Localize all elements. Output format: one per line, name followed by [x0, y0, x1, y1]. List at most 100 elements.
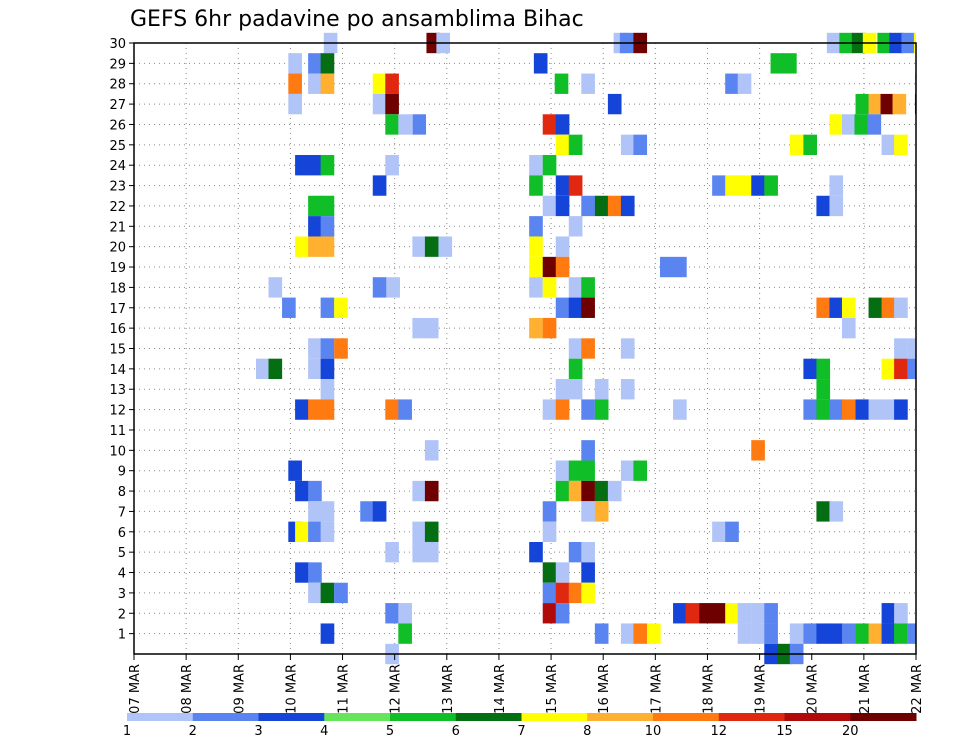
- heatmap-cell: [685, 603, 700, 624]
- heatmap-cell: [581, 562, 595, 583]
- heatmap-cell: [880, 93, 895, 115]
- heatmap-cell: [568, 297, 583, 318]
- heatmap-cell: [412, 114, 427, 135]
- y-tick-label: 24: [109, 159, 126, 174]
- colorbar: 1 2 3 4 5 6 7 8 10 12 15 20: [123, 713, 917, 739]
- heatmap-cell: [295, 521, 309, 542]
- heatmap-cell: [894, 297, 908, 318]
- heatmap-cell: [334, 297, 348, 318]
- heatmap-cell: [555, 399, 570, 420]
- heatmap-cell: [320, 399, 335, 420]
- heatmap-cell: [308, 155, 322, 176]
- heatmap-cell: [398, 399, 412, 420]
- heatmap-cell: [789, 623, 804, 644]
- heatmap-cell: [320, 73, 335, 94]
- heatmap-cell: [555, 297, 570, 318]
- heatmap-cell: [555, 460, 570, 481]
- heatmap-cell: [308, 195, 322, 217]
- heatmap-cell: [829, 114, 844, 135]
- heatmap-cell: [360, 501, 374, 522]
- heatmap-cell: [320, 358, 335, 380]
- heatmap-cell: [308, 236, 322, 257]
- x-tick-label: 19 MAR: [754, 664, 769, 714]
- heatmap-cell: [581, 582, 595, 604]
- heatmap-cell: [829, 195, 844, 217]
- heatmap-cell: [829, 399, 844, 420]
- x-tick-label: 10 MAR: [284, 664, 299, 714]
- heatmap-cell: [568, 541, 583, 563]
- heatmap-cell: [268, 277, 283, 298]
- heatmap-cell: [855, 399, 870, 420]
- heatmap-cell: [555, 114, 570, 135]
- heatmap-cell: [568, 134, 583, 156]
- heatmap-cell: [660, 256, 674, 278]
- heatmap-cell: [581, 501, 595, 522]
- heatmap-cell: [308, 216, 322, 237]
- heatmap-cell: [581, 73, 595, 94]
- heatmap-cell: [581, 541, 595, 563]
- heatmap-cell: [308, 53, 322, 74]
- heatmap-cell: [764, 603, 778, 624]
- heatmap-cell: [542, 603, 557, 624]
- y-tick-label: 25: [109, 139, 126, 154]
- heatmap-cell: [334, 338, 348, 359]
- x-tick-label: 13 MAR: [441, 664, 456, 714]
- heatmap-cell: [268, 358, 283, 380]
- heatmap-cell: [320, 623, 335, 644]
- heatmap-cell: [581, 480, 595, 502]
- heatmap-cell: [712, 175, 726, 196]
- heatmap-cell: [725, 521, 739, 542]
- heatmap-cell: [372, 175, 387, 196]
- x-tick-label: 22 MAR: [910, 664, 925, 714]
- heatmap-cell: [386, 277, 400, 298]
- heatmap-cell: [907, 338, 916, 359]
- heatmap-cell: [568, 338, 583, 359]
- heatmap-cell: [320, 582, 335, 604]
- heatmap-cell: [581, 277, 595, 298]
- heatmap-cell: [581, 338, 595, 359]
- heatmap-cell: [803, 134, 818, 156]
- heatmap-cell: [320, 338, 335, 359]
- heatmap-cell: [607, 195, 622, 217]
- heatmap-cell: [894, 399, 908, 420]
- heatmap-cell: [607, 480, 622, 502]
- heatmap-cell: [783, 53, 797, 74]
- heatmap-cell: [581, 195, 595, 217]
- heatmap-cell: [424, 521, 439, 542]
- heatmap-cell: [673, 399, 687, 420]
- heatmap-cell: [633, 134, 648, 156]
- heatmap-cell: [892, 93, 907, 115]
- heatmap-cell: [816, 379, 831, 400]
- heatmap-cell: [673, 256, 687, 278]
- heatmap-cell: [907, 358, 916, 380]
- heatmap-cell: [542, 399, 557, 420]
- heatmap-cell: [372, 93, 387, 115]
- heatmap-cell: [725, 603, 739, 624]
- heatmap-cell: [308, 521, 322, 542]
- y-tick-label: 29: [109, 57, 126, 72]
- heatmap-cell: [320, 379, 335, 400]
- colorbar-label: 4: [320, 724, 328, 739]
- x-tick-label: 15 MAR: [545, 664, 560, 714]
- heatmap-cell: [867, 114, 882, 135]
- heatmap-cell: [308, 480, 322, 502]
- heatmap-cell: [620, 623, 635, 644]
- x-tick-label: 16 MAR: [597, 664, 612, 714]
- x-tick-label: 07 MAR: [128, 664, 143, 714]
- heatmap-cell: [412, 480, 427, 502]
- y-tick-label: 19: [109, 261, 126, 276]
- heatmap-cell: [424, 317, 439, 339]
- heatmap-cell: [568, 175, 583, 196]
- heatmap-cell: [320, 195, 335, 217]
- x-tick-label: 20 MAR: [806, 664, 821, 714]
- colorbar-segment: [850, 713, 917, 721]
- heatmap-cell: [803, 623, 818, 644]
- heatmap-cell: [308, 501, 322, 522]
- heatmap-cell: [594, 399, 609, 420]
- colorbar-label: 7: [517, 724, 525, 739]
- heatmap-cell: [894, 134, 908, 156]
- heatmap-cell: [841, 297, 856, 318]
- heatmap-cell: [829, 501, 844, 522]
- colorbar-label: 8: [583, 724, 591, 739]
- y-tick-label: 20: [109, 241, 126, 256]
